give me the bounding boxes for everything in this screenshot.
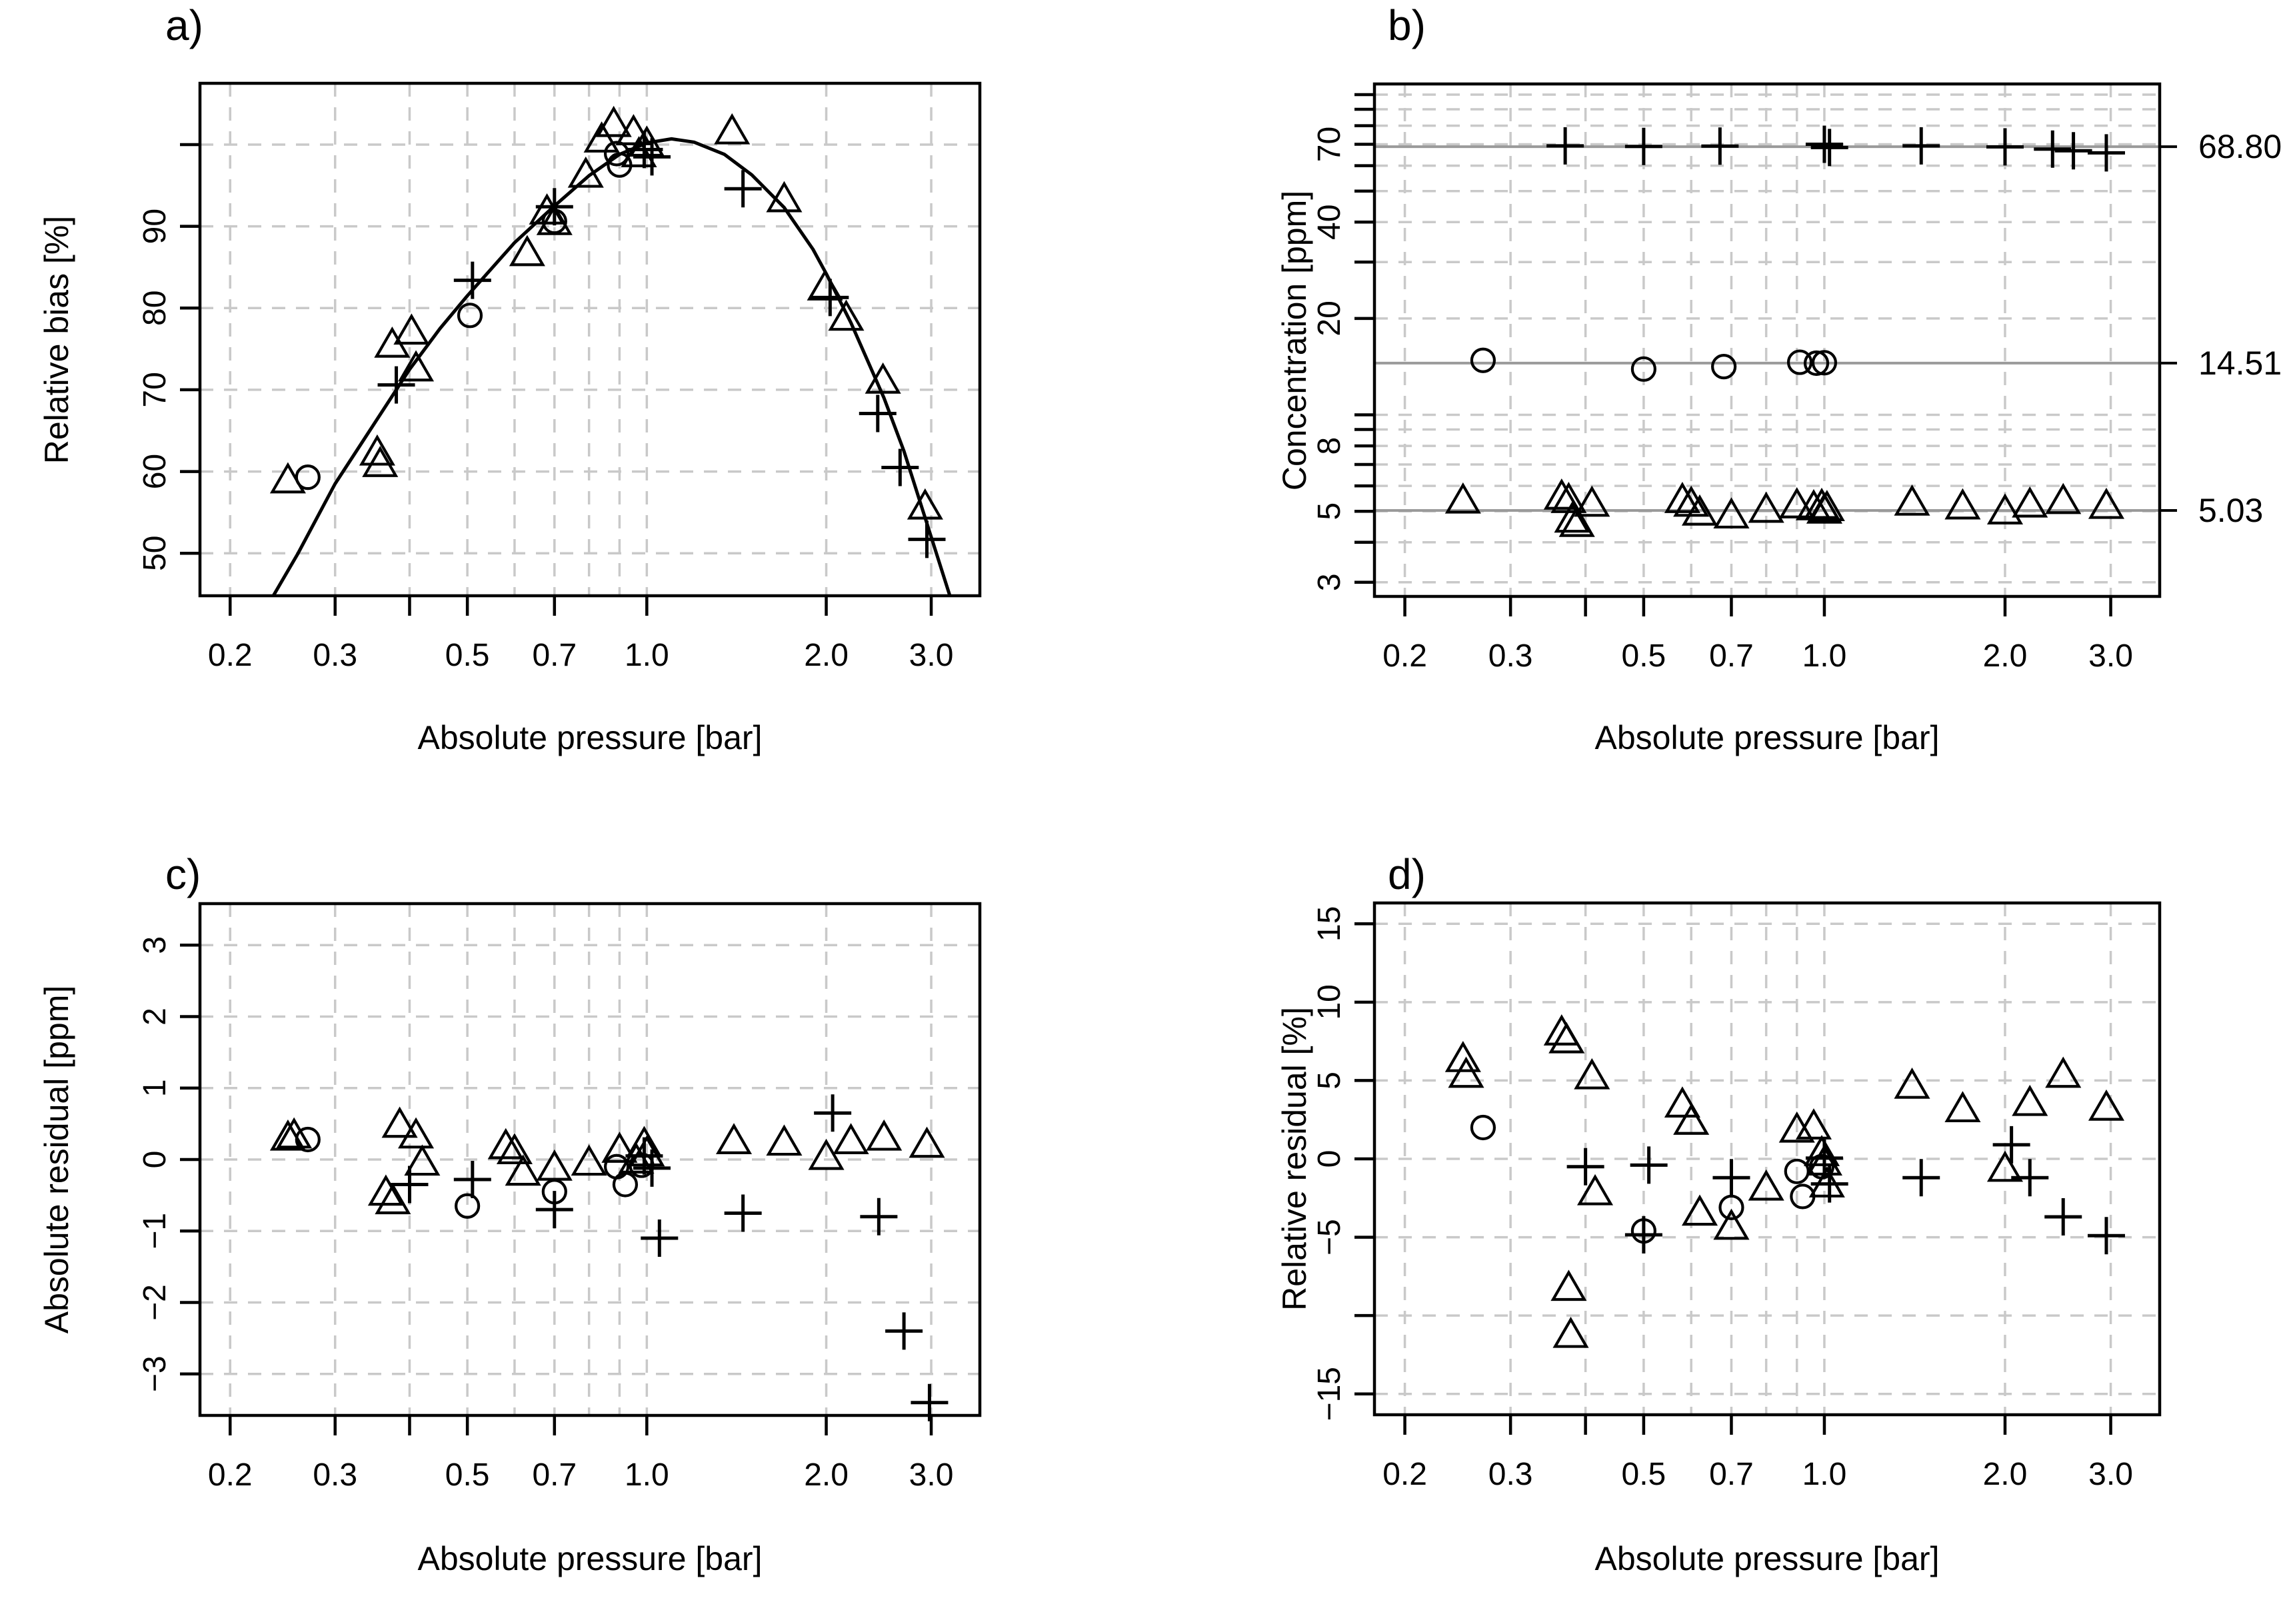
y-tick-label: 5 bbox=[1312, 502, 1347, 520]
y-tick-label: −5 bbox=[1312, 1219, 1347, 1255]
x-tick-label: 0.2 bbox=[1382, 638, 1427, 674]
panel-b: 68.80 14.51 5.03 0.2 0.3 0.5 0.7 1.0 2.0 3.0 3 5 8 20… bbox=[1146, 0, 2293, 812]
panel-b-x-axis-title: Absolute pressure [bar] bbox=[1594, 719, 1940, 756]
fit-curve bbox=[271, 137, 952, 596]
panel-a: 0.2 0.3 0.5 0.7 1.0 2.0 3.0 50 60 70 80 90 a) Relat… bbox=[0, 0, 1146, 812]
plot-border bbox=[1372, 82, 2162, 598]
reference-line-label: 5.03 bbox=[2198, 492, 2263, 529]
x-tick-label: 1.0 bbox=[625, 638, 669, 673]
x-tick-label: 3.0 bbox=[2088, 1457, 2133, 1492]
x-tick-label: 3.0 bbox=[909, 1457, 954, 1493]
panel-c: 0.2 0.3 0.5 0.7 1.0 2.0 3.0 −3 −2 −1 0 1 2 3 c) Absol… bbox=[0, 812, 1146, 1624]
y-tick-label: 60 bbox=[137, 454, 173, 489]
x-tick-label: 0.2 bbox=[208, 638, 253, 673]
x-tick-label: 0.5 bbox=[445, 1457, 490, 1493]
series-triangle bbox=[1444, 478, 2125, 537]
y-tick-label: 50 bbox=[137, 536, 173, 571]
y-tick-label: 20 bbox=[1312, 301, 1347, 336]
panel-c-label: c) bbox=[165, 850, 201, 898]
x-tick-label: 2.0 bbox=[1983, 638, 2028, 674]
panel-d-x-axis-title: Absolute pressure [bar] bbox=[1594, 1540, 1940, 1577]
panel-d-y-axis-title: Relative residual [%] bbox=[1276, 1007, 1313, 1311]
y-tick-label: −1 bbox=[137, 1213, 173, 1249]
x-tick-label: 0.5 bbox=[1622, 1457, 1666, 1492]
grid-layer bbox=[200, 904, 980, 1415]
grid-layer bbox=[1374, 903, 2160, 1415]
x-tick-label: 0.5 bbox=[1622, 638, 1666, 674]
panel-d-chart: 0.2 0.3 0.5 0.7 1.0 2.0 3.0 −15 −5 0 5 10 15 bbox=[1312, 901, 2162, 1492]
series-circle bbox=[295, 1126, 655, 1219]
panel-a-y-axis-title: Relative bias [%] bbox=[38, 215, 75, 464]
x-tick-label: 0.7 bbox=[532, 638, 577, 673]
reference-lines: 68.80 14.51 5.03 bbox=[1374, 128, 2282, 529]
panel-b-y-axis-title: Concentration [ppm] bbox=[1276, 190, 1313, 491]
y-tick-label: 70 bbox=[1312, 127, 1347, 162]
axis-ticks: 0.2 0.3 0.5 0.7 1.0 2.0 3.0 −3 −2 −1 0 1 2 3 bbox=[137, 936, 953, 1493]
panel-b-label: b) bbox=[1388, 1, 1426, 49]
y-tick-label: 0 bbox=[137, 1151, 173, 1169]
y-tick-label: 10 bbox=[1312, 984, 1347, 1020]
x-tick-label: 0.5 bbox=[445, 638, 490, 673]
reference-line-label: 68.80 bbox=[2198, 128, 2282, 165]
series-triangle bbox=[1444, 1014, 2125, 1348]
series-triangle bbox=[269, 105, 943, 520]
y-tick-label: 8 bbox=[1312, 437, 1347, 455]
panel-a-label: a) bbox=[165, 1, 203, 49]
x-tick-label: 3.0 bbox=[2088, 638, 2133, 674]
series-plus bbox=[377, 131, 946, 558]
reference-line-label: 14.51 bbox=[2198, 345, 2282, 382]
series-triangle bbox=[269, 1106, 945, 1215]
y-tick-label: −2 bbox=[137, 1284, 173, 1321]
panel-c-y-axis-title: Absolute residual [ppm] bbox=[38, 985, 75, 1334]
y-tick-label: 90 bbox=[137, 209, 173, 244]
x-tick-label: 0.7 bbox=[1709, 638, 1754, 674]
x-tick-label: 1.0 bbox=[1802, 1457, 1847, 1492]
x-tick-label: 0.7 bbox=[532, 1457, 577, 1493]
series-circle bbox=[1470, 347, 1838, 382]
panel-d: 0.2 0.3 0.5 0.7 1.0 2.0 3.0 −15 −5 0 5 10 15 d) Rela… bbox=[1146, 812, 2293, 1624]
panel-d-label: d) bbox=[1388, 850, 1426, 898]
y-tick-label: −3 bbox=[137, 1355, 173, 1392]
series-circle bbox=[295, 141, 633, 490]
x-tick-label: 0.7 bbox=[1709, 1457, 1754, 1492]
plot-border bbox=[198, 81, 982, 598]
axis-ticks: 0.2 0.3 0.5 0.7 1.0 2.0 3.0 50 60 70 80 90 bbox=[137, 143, 954, 673]
panel-b-chart: 68.80 14.51 5.03 0.2 0.3 0.5 0.7 1.0 2.0 3.0 3 5 8 20… bbox=[1312, 82, 2282, 674]
y-tick-label: −15 bbox=[1312, 1367, 1347, 1421]
x-tick-label: 1.0 bbox=[625, 1457, 669, 1493]
x-tick-label: 1.0 bbox=[1802, 638, 1847, 674]
y-tick-label: 80 bbox=[137, 291, 173, 326]
x-tick-label: 2.0 bbox=[804, 1457, 849, 1493]
axis-ticks: 0.2 0.3 0.5 0.7 1.0 2.0 3.0 3 5 8 20 40 70 bbox=[1312, 93, 2133, 674]
y-tick-label: 40 bbox=[1312, 205, 1347, 240]
x-tick-label: 0.3 bbox=[1488, 638, 1533, 674]
panel-c-chart: 0.2 0.3 0.5 0.7 1.0 2.0 3.0 −3 −2 −1 0 1 2 3 bbox=[137, 902, 982, 1493]
series-plus bbox=[1546, 125, 2125, 172]
y-tick-label: 2 bbox=[137, 1008, 173, 1026]
y-tick-label: 3 bbox=[137, 936, 173, 954]
y-tick-label: 1 bbox=[137, 1079, 173, 1097]
panel-c-x-axis-title: Absolute pressure [bar] bbox=[417, 1540, 763, 1577]
y-tick-label: 0 bbox=[1312, 1150, 1347, 1168]
panel-a-chart: 0.2 0.3 0.5 0.7 1.0 2.0 3.0 50 60 70 80 90 bbox=[137, 81, 982, 673]
grid-layer bbox=[1374, 84, 2160, 596]
axis-ticks: 0.2 0.3 0.5 0.7 1.0 2.0 3.0 −15 −5 0 5 10 15 bbox=[1312, 906, 2133, 1492]
x-tick-label: 0.3 bbox=[313, 1457, 357, 1493]
x-tick-label: 2.0 bbox=[1983, 1457, 2028, 1492]
x-tick-label: 0.2 bbox=[1382, 1457, 1427, 1492]
y-tick-label: 5 bbox=[1312, 1072, 1347, 1090]
y-tick-label: 3 bbox=[1312, 573, 1347, 591]
series-plus bbox=[1566, 1126, 2125, 1255]
x-tick-label: 3.0 bbox=[909, 638, 954, 673]
y-tick-label: 70 bbox=[137, 372, 173, 407]
x-tick-label: 0.2 bbox=[208, 1457, 253, 1493]
panel-a-x-axis-title: Absolute pressure [bar] bbox=[417, 719, 763, 756]
x-tick-label: 0.3 bbox=[313, 638, 357, 673]
series-circle bbox=[1470, 1114, 1835, 1244]
x-tick-label: 0.3 bbox=[1488, 1457, 1533, 1492]
x-tick-label: 2.0 bbox=[804, 638, 849, 673]
y-tick-label: 15 bbox=[1312, 906, 1347, 942]
series-plus bbox=[391, 1094, 949, 1421]
